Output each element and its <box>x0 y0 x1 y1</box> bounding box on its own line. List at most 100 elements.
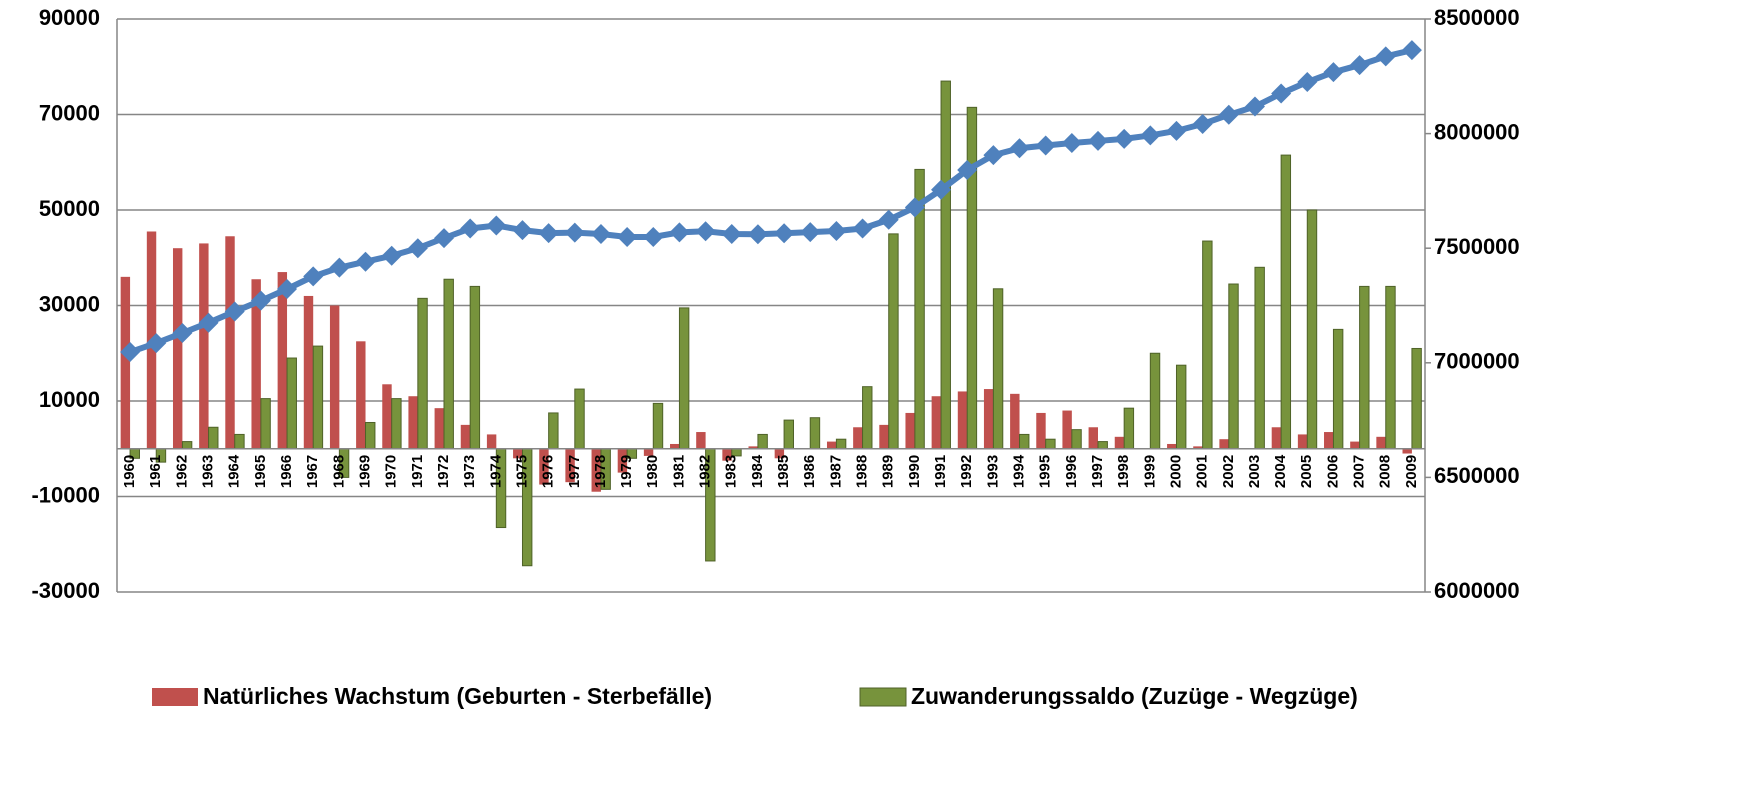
bar <box>486 434 497 449</box>
x-tick-label: 1980 <box>644 455 661 488</box>
x-tick-label: 1964 <box>226 454 243 488</box>
bar <box>748 446 758 449</box>
bar <box>783 419 794 450</box>
bar <box>1123 407 1135 450</box>
bar <box>722 448 732 461</box>
x-tick-label: 1972 <box>435 455 452 488</box>
line-marker <box>1035 135 1056 156</box>
bar <box>391 398 402 450</box>
x-tick-label: 2001 <box>1194 455 1211 488</box>
bar <box>120 276 131 449</box>
bar <box>1332 328 1344 450</box>
x-tick-label: 1987 <box>827 455 844 488</box>
bar <box>888 233 899 450</box>
bar <box>1036 412 1046 449</box>
bar <box>251 279 261 449</box>
x-tick-label: 1986 <box>801 455 818 488</box>
line-marker <box>538 223 559 244</box>
bar <box>1385 285 1396 450</box>
x-tick-label: 1968 <box>330 455 347 488</box>
y-tick-label: 90000 <box>39 5 100 30</box>
line-marker <box>1088 130 1108 151</box>
bar <box>181 441 193 450</box>
line-marker <box>1297 72 1318 93</box>
bar <box>574 388 585 450</box>
bar <box>1167 443 1177 449</box>
bar <box>1202 240 1213 450</box>
line-marker <box>721 223 742 244</box>
bar <box>940 80 951 450</box>
bar <box>835 438 847 450</box>
legend-swatch <box>859 687 907 707</box>
legend-label: Zuwanderungssaldo (Zuzüge - Wegzüge) <box>911 683 1358 709</box>
line-marker <box>774 223 795 244</box>
x-tick-label: 1979 <box>618 455 635 488</box>
x-tick-label: 2002 <box>1220 455 1237 488</box>
line-marker <box>1271 83 1292 104</box>
bar <box>1254 266 1265 450</box>
bar <box>172 248 183 449</box>
x-tick-label: 1990 <box>906 455 923 488</box>
line-marker <box>198 312 219 333</box>
x-tick-label: 1966 <box>278 455 295 488</box>
x-tick-label: 1984 <box>749 454 766 488</box>
x-tick-label: 1961 <box>147 455 164 488</box>
bar <box>548 412 559 450</box>
line-marker <box>826 221 847 242</box>
bar <box>591 448 601 492</box>
bar <box>469 285 481 450</box>
x-tick-label: 2003 <box>1246 455 1263 488</box>
bar <box>1359 285 1370 450</box>
bar <box>1324 432 1334 449</box>
bar <box>1297 434 1308 449</box>
x-tick-label: 1995 <box>1037 455 1054 488</box>
line-marker <box>878 209 899 230</box>
bar <box>1350 441 1360 449</box>
line-marker <box>381 245 402 266</box>
y-tick-label: 30000 <box>39 291 100 316</box>
line-marker <box>983 145 1004 166</box>
bar <box>1306 209 1318 450</box>
line-marker <box>250 290 271 311</box>
bar <box>1271 427 1282 449</box>
bar <box>513 448 523 459</box>
bar <box>434 408 444 449</box>
bar <box>1402 448 1412 454</box>
bar <box>652 402 664 450</box>
line-marker <box>1061 132 1082 153</box>
line-marker <box>1009 138 1030 159</box>
bar <box>286 357 297 450</box>
x-tick-label: 1997 <box>1089 455 1106 488</box>
bar <box>905 412 915 449</box>
bar <box>382 384 392 449</box>
line-marker <box>434 228 454 249</box>
legend-swatch <box>152 688 198 706</box>
bar <box>460 424 471 449</box>
x-tick-label: 2006 <box>1324 455 1341 488</box>
x-tick-label: 2007 <box>1351 455 1368 488</box>
bar <box>260 398 271 450</box>
y2-tick-label: 6500000 <box>1434 463 1520 488</box>
bar <box>1062 410 1072 449</box>
x-tick-label: 1965 <box>252 455 269 488</box>
x-tick-label: 2009 <box>1403 455 1420 488</box>
x-tick-label: 1985 <box>775 455 792 488</box>
x-tick-label: 2008 <box>1377 455 1394 488</box>
line-marker <box>1218 104 1239 125</box>
line-marker <box>1401 40 1422 61</box>
bar <box>408 396 418 449</box>
line-marker <box>695 221 716 242</box>
y-tick-label: 70000 <box>39 100 100 125</box>
line-marker <box>643 226 664 247</box>
line-marker <box>800 222 821 243</box>
x-tick-label: 1974 <box>487 454 504 488</box>
line-marker <box>1192 113 1213 134</box>
line-marker <box>224 301 245 322</box>
bar <box>853 427 863 449</box>
x-tick-label: 1999 <box>1141 455 1158 488</box>
bar <box>678 307 690 450</box>
bar <box>277 272 288 449</box>
bar <box>234 433 245 450</box>
bar <box>957 391 968 449</box>
bar <box>199 243 209 449</box>
